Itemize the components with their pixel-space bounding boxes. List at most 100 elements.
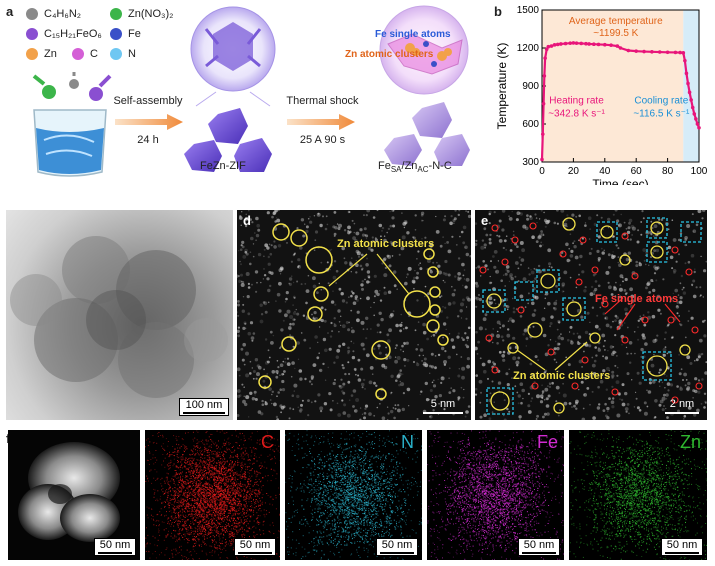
fe-atom-marker — [691, 326, 699, 334]
fe-atom-marker — [547, 348, 555, 356]
step2-label: Thermal shock — [286, 95, 359, 107]
step1-time: 24 h — [137, 134, 159, 146]
temperature-point — [549, 44, 554, 48]
temperature-point — [689, 98, 693, 102]
temperature-point — [697, 126, 701, 130]
temperature-point — [692, 112, 697, 116]
temperature-point — [634, 49, 638, 53]
temperature-point — [678, 50, 682, 55]
temperature-point — [650, 50, 654, 54]
scale-bar: 5 nm — [423, 398, 463, 414]
temperature-point — [609, 43, 613, 48]
zif-label: FeZn-ZIF — [200, 160, 246, 172]
scale-bar: 50 nm — [518, 538, 560, 556]
arrow-icon — [287, 114, 355, 130]
y-tick-label: 300 — [522, 157, 539, 168]
x-tick-label: 100 — [691, 166, 708, 177]
temperature-point — [584, 41, 588, 46]
haadf-image-e: e Fe single atoms Zn atomic clusters 2 n… — [475, 210, 707, 420]
cooling-rate-title: Cooling rate — [634, 96, 688, 107]
panel-label-b: b — [494, 4, 502, 19]
fe-atom-marker — [671, 396, 679, 404]
panel-label-a: a — [6, 4, 14, 19]
scale-bar: 2 nm — [665, 398, 699, 414]
fe-atom-marker — [579, 236, 587, 244]
fe-atom-marker — [667, 316, 675, 324]
step2-condition: 25 A 90 s — [299, 134, 346, 146]
heating-region — [542, 10, 684, 162]
x-tick-label: 40 — [599, 166, 611, 177]
temperature-point — [596, 42, 601, 47]
zn-clusters-callout-e: Zn atomic clusters — [513, 370, 611, 382]
cluster-markers — [258, 223, 449, 400]
fe-atom-marker — [641, 316, 649, 324]
temperature-point — [574, 41, 579, 45]
y-tick-label: 900 — [522, 81, 539, 92]
x-tick-label: 60 — [631, 166, 643, 177]
zn-clusters-callout-d: Zn atomic clusters — [337, 238, 435, 250]
y-axis-label: Temperature (K) — [495, 43, 509, 130]
eds-map-zn: Zn 50 nm — [569, 430, 707, 560]
fe-atom-marker — [621, 336, 629, 344]
avg-temp-title: Average temperature — [569, 16, 663, 27]
tem-image: 100 nm — [6, 210, 233, 420]
scale-bar: 100 nm — [179, 398, 229, 416]
x-axis-label: Time (sec) — [592, 177, 648, 185]
temperature-point — [603, 42, 607, 47]
fe-atom-marker — [491, 224, 499, 232]
element-label-c: C — [261, 432, 274, 452]
y-tick-label: 1500 — [517, 5, 540, 16]
temperature-point — [695, 122, 700, 126]
temperature-point — [665, 50, 670, 55]
step1-label: Self-assembly — [113, 95, 183, 107]
temperature-point — [568, 41, 573, 45]
temperature-point — [543, 56, 547, 60]
temperature-point — [587, 42, 591, 46]
fe-single-atoms-callout: Fe single atoms — [375, 29, 451, 40]
temperature-point — [540, 157, 544, 162]
scale-bar: 50 nm — [376, 538, 418, 556]
temperature-chart: 0 20 40 60 80 100 300 600 900 1200 1500 Time (sec) T… — [495, 5, 708, 185]
haadf-map: 50 nm — [8, 430, 140, 560]
fe-atom-marker — [581, 356, 589, 364]
legend-item: Fe — [110, 28, 141, 40]
fe-atom-marker — [517, 306, 525, 314]
fe-atom-marker — [591, 266, 599, 274]
x-tick-label: 80 — [662, 166, 674, 177]
avg-temp-value: ~1199.5 K — [593, 28, 638, 39]
fe-atom-marker — [559, 250, 567, 258]
temperature-point — [681, 51, 686, 55]
panel-label-e: e — [481, 213, 489, 228]
temperature-point — [673, 50, 678, 55]
eds-map-c: C 50 nm — [145, 430, 280, 560]
x-tick-label: 20 — [568, 166, 580, 177]
element-label-fe: Fe — [536, 432, 558, 452]
beaker-illustration — [32, 72, 112, 177]
temperature-point — [626, 48, 631, 53]
product-illustration — [379, 5, 470, 166]
element-label-n: N — [401, 432, 414, 452]
haadf-image-d: d Zn atomic clusters 5 nm — [237, 210, 471, 420]
temperature-point — [615, 44, 620, 48]
heating-rate-value: ~342.8 K s⁻¹ — [548, 108, 605, 119]
legend-item: C₁₅H₂₁FeO₆ — [26, 28, 102, 40]
temperature-point — [546, 44, 551, 49]
temperature-point — [690, 105, 695, 110]
element-label-zn: Zn — [679, 432, 701, 452]
cooling-rate-value: ~116.5 K s⁻¹ — [633, 108, 690, 119]
temperature-point — [684, 71, 689, 76]
panel-label-d: d — [243, 213, 251, 228]
zn-clusters-callout: Zn atomic clusters — [345, 49, 434, 60]
temperature-point — [683, 58, 687, 63]
temperature-point — [687, 90, 692, 95]
temperature-point — [579, 41, 584, 46]
y-tick-label: 1200 — [517, 43, 540, 54]
fe-single-atoms-callout-e: Fe single atoms — [595, 293, 679, 305]
x-tick-label: 0 — [539, 166, 545, 177]
fe-atom-marker — [695, 382, 703, 390]
temperature-point — [618, 46, 623, 50]
legend-item: N — [110, 48, 136, 60]
fe-atom-marker — [529, 222, 537, 230]
heating-rate-title: Heating rate — [549, 96, 604, 107]
fe-atom-marker — [479, 266, 487, 274]
